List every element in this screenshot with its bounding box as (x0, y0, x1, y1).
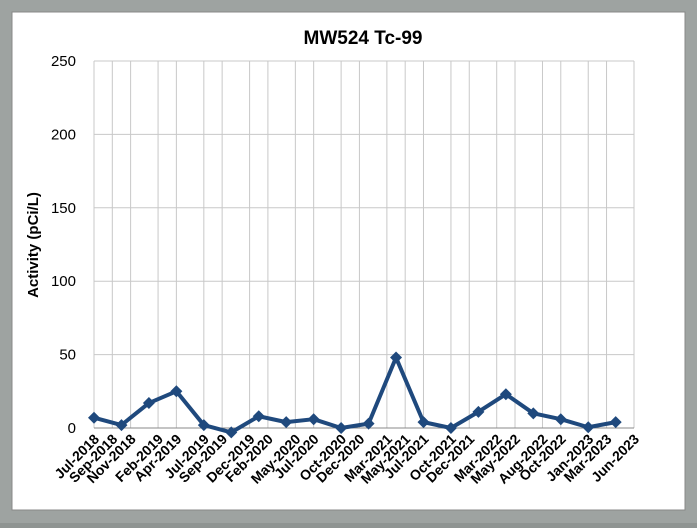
marker (335, 422, 348, 434)
y-tick-label: 200 (51, 126, 76, 143)
marker (225, 426, 238, 439)
marker (252, 410, 265, 423)
marker (307, 413, 320, 426)
y-tick-label: 100 (51, 273, 76, 290)
marker (280, 416, 293, 429)
y-tick-label: 250 (51, 53, 76, 70)
marker (554, 413, 567, 426)
y-tick-label: 50 (59, 347, 76, 364)
marker (499, 388, 512, 401)
marker (472, 405, 485, 418)
marker (527, 407, 540, 420)
marker (609, 416, 622, 429)
marker (142, 397, 155, 410)
marker (88, 411, 100, 424)
marker (390, 351, 403, 364)
chart-title: MW524 Tc-99 (304, 28, 423, 49)
marker (582, 421, 595, 434)
y-axis-label: Activity (pCi/L) (25, 192, 42, 298)
marker (197, 419, 210, 432)
marker (115, 419, 128, 432)
y-tick-label: 150 (51, 200, 76, 217)
series-line (93, 355, 617, 435)
marker (417, 416, 430, 429)
y-tick-label: 0 (68, 420, 76, 437)
marker (444, 422, 457, 434)
marker (170, 385, 183, 398)
marker (362, 417, 375, 430)
